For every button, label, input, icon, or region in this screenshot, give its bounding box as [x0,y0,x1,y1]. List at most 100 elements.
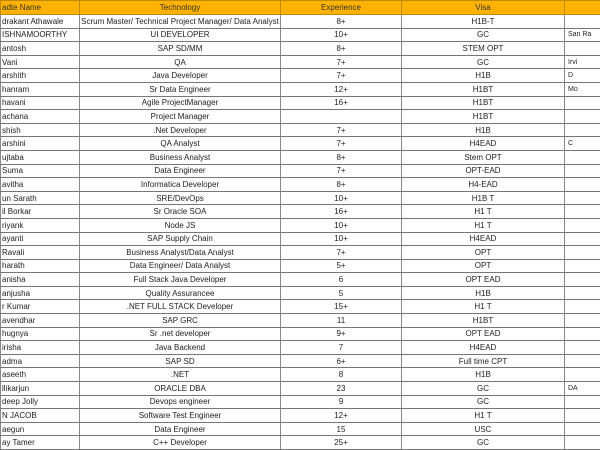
name-cell[interactable]: hugnya [0,327,80,342]
visa-cell[interactable]: H1B T [401,191,565,206]
location-cell[interactable] [564,218,600,233]
name-cell[interactable]: riyank [0,218,80,233]
location-cell[interactable] [564,395,600,410]
name-cell[interactable]: il Borkar [0,204,80,219]
experience-cell[interactable]: 12+ [280,82,402,97]
name-cell[interactable]: avitha [0,177,80,192]
technology-cell[interactable]: Sr Data Engineer [79,82,281,97]
visa-cell[interactable]: GC [401,381,565,396]
location-cell[interactable]: DA [564,381,600,396]
visa-cell[interactable]: Stem OPT [401,150,565,165]
visa-cell[interactable]: OPT EAD [401,272,565,287]
experience-cell[interactable]: 16+ [280,96,402,111]
experience-cell[interactable]: 8+ [280,41,402,56]
location-cell[interactable] [564,367,600,383]
name-cell[interactable]: arshith [0,68,80,83]
location-cell[interactable] [564,123,600,138]
name-cell[interactable]: irisha [0,340,80,355]
experience-cell[interactable]: 8+ [280,177,402,192]
experience-cell[interactable]: 9 [280,395,402,410]
experience-cell[interactable]: 15 [280,422,402,437]
technology-cell[interactable]: Business Analyst/Data Analyst [79,245,281,260]
technology-cell[interactable]: .Net Developer [79,123,281,138]
visa-cell[interactable]: GC [401,395,565,410]
technology-cell[interactable]: Node JS [79,218,281,233]
column-header-name[interactable]: adte Name [0,0,80,15]
technology-cell[interactable]: Sr .net developer [79,327,281,342]
visa-cell[interactable]: H1 T [401,408,565,423]
location-cell[interactable] [564,191,600,206]
location-cell[interactable] [564,14,600,29]
experience-cell[interactable]: 7+ [280,136,402,151]
location-cell[interactable]: C [564,136,600,151]
experience-cell[interactable]: 11 [280,313,402,328]
experience-cell[interactable]: 5 [280,286,402,301]
visa-cell[interactable]: H1 T [401,218,565,233]
experience-cell[interactable]: 10+ [280,28,402,43]
technology-cell[interactable]: Sr Oracle SOA [79,204,281,219]
technology-cell[interactable]: Agile ProjectManager [79,96,281,111]
technology-cell[interactable]: UI DEVELOPER [79,28,281,43]
location-cell[interactable] [564,435,600,450]
location-cell[interactable] [564,204,600,219]
technology-cell[interactable]: Scrum Master/ Technical Project Manager/… [79,14,281,29]
technology-cell[interactable]: SAP Supply Chain [79,232,281,247]
visa-cell[interactable]: OPT [401,259,565,274]
experience-cell[interactable]: 15+ [280,299,402,315]
visa-cell[interactable]: OPT-EAD [401,164,565,179]
experience-cell[interactable]: 7+ [280,55,402,70]
location-cell[interactable] [564,408,600,423]
location-cell[interactable] [564,96,600,111]
name-cell[interactable]: achana [0,109,80,124]
visa-cell[interactable]: H4-EAD [401,177,565,192]
technology-cell[interactable]: ORACLE DBA [79,381,281,396]
technology-cell[interactable]: Data Engineer/ Data Analyst [79,259,281,274]
visa-cell[interactable]: H1BT [401,313,565,328]
technology-cell[interactable]: .NET [79,367,281,383]
column-header-technology[interactable]: Technology [79,0,281,15]
name-cell[interactable]: aegun [0,422,80,437]
location-cell[interactable] [564,259,600,274]
name-cell[interactable]: shish [0,123,80,138]
location-cell[interactable] [564,41,600,56]
technology-cell[interactable]: QA Analyst [79,136,281,151]
location-cell[interactable]: Irvi [564,55,600,70]
experience-cell[interactable]: 16+ [280,204,402,219]
column-header-visa[interactable]: Visa [401,0,565,15]
technology-cell[interactable]: Informatica Developer [79,177,281,192]
location-cell[interactable] [564,340,600,355]
technology-cell[interactable]: QA [79,55,281,70]
name-cell[interactable]: aseeth [0,367,80,383]
visa-cell[interactable]: H1 T [401,204,565,219]
technology-cell[interactable]: SAP SD [79,354,281,369]
name-cell[interactable]: hanram [0,82,80,97]
name-cell[interactable]: llikarjun [0,381,80,396]
experience-cell[interactable]: 9+ [280,327,402,342]
experience-cell[interactable]: 25+ [280,435,402,450]
experience-cell[interactable]: 12+ [280,408,402,423]
visa-cell[interactable]: H1B [401,68,565,83]
location-cell[interactable]: D [564,68,600,83]
location-cell[interactable] [564,177,600,192]
experience-cell[interactable]: 7+ [280,164,402,179]
name-cell[interactable]: avendhar [0,313,80,328]
technology-cell[interactable]: Java Backend [79,340,281,355]
experience-cell[interactable]: 6 [280,272,402,287]
name-cell[interactable]: ay Tamer [0,435,80,450]
name-cell[interactable]: deep Jolly [0,395,80,410]
technology-cell[interactable]: Devops engineer [79,395,281,410]
column-header-location[interactable] [564,0,600,15]
experience-cell[interactable]: 10+ [280,218,402,233]
location-cell[interactable] [564,327,600,342]
name-cell[interactable]: anjusha [0,286,80,301]
location-cell[interactable] [564,109,600,124]
name-cell[interactable]: Ravali [0,245,80,260]
location-cell[interactable]: San Ra [564,28,600,43]
name-cell[interactable]: arshini [0,136,80,151]
experience-cell[interactable]: 8 [280,367,402,383]
column-header-experience[interactable]: Experience [280,0,402,15]
name-cell[interactable]: Suma [0,164,80,179]
location-cell[interactable] [564,354,600,369]
location-cell[interactable] [564,272,600,287]
visa-cell[interactable]: H4EAD [401,136,565,151]
